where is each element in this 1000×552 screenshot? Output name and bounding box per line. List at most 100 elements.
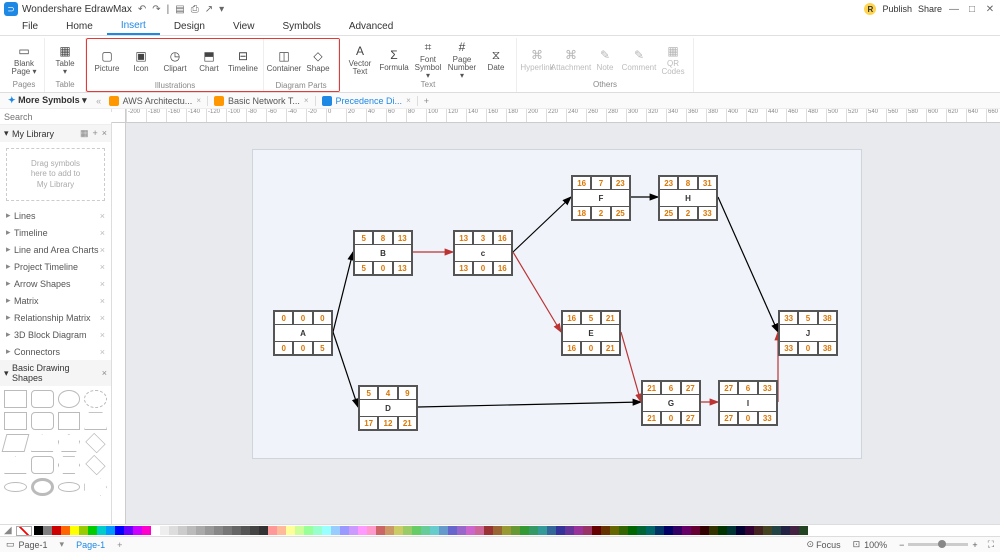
category-close-icon[interactable]: × <box>100 313 105 323</box>
doc-tab[interactable]: AWS Architectu...× <box>103 96 208 106</box>
color-swatch[interactable] <box>484 526 493 535</box>
color-swatch[interactable] <box>565 526 574 535</box>
category-close-icon[interactable]: × <box>100 296 105 306</box>
share-button[interactable]: Share <box>918 4 942 14</box>
tab-close-icon[interactable]: × <box>304 96 309 105</box>
menu-design[interactable]: Design <box>160 19 219 34</box>
search-input[interactable] <box>4 112 121 122</box>
shape-square[interactable] <box>58 412 81 430</box>
edge-A-B[interactable] <box>333 252 353 332</box>
color-swatch[interactable] <box>574 526 583 535</box>
color-swatch[interactable] <box>286 526 295 535</box>
color-swatch[interactable] <box>457 526 466 535</box>
color-swatch[interactable] <box>772 526 781 535</box>
activity-node-C[interactable]: 13316c13016 <box>453 230 513 276</box>
add-tab-button[interactable]: + <box>418 96 435 106</box>
ribbon-formula-button[interactable]: ΣFormula <box>378 38 410 82</box>
color-swatch[interactable] <box>511 526 520 535</box>
color-swatch[interactable] <box>214 526 223 535</box>
ribbon-shape-button[interactable]: ◇Shape <box>302 39 334 83</box>
ribbon-chart-button[interactable]: ⬒Chart <box>193 39 225 83</box>
shape-circle[interactable] <box>58 390 81 408</box>
print-icon[interactable]: ⎙ <box>191 4 199 15</box>
color-swatch[interactable] <box>745 526 754 535</box>
menu-insert[interactable]: Insert <box>107 18 160 35</box>
color-swatch[interactable] <box>403 526 412 535</box>
shape-diamond[interactable] <box>86 433 106 453</box>
menu-home[interactable]: Home <box>52 19 107 34</box>
activity-node-D[interactable]: 549D171221 <box>358 385 418 431</box>
color-swatch[interactable] <box>295 526 304 535</box>
category-close-icon[interactable]: × <box>100 228 105 238</box>
color-swatch[interactable] <box>556 526 565 535</box>
doc-tab[interactable]: Basic Network T...× <box>208 96 316 106</box>
activity-node-F[interactable]: 16723F18225 <box>571 175 631 221</box>
zoom-in-button[interactable]: + <box>972 540 977 550</box>
color-swatch[interactable] <box>61 526 70 535</box>
page-indicator-icon[interactable]: ▭ <box>6 539 15 550</box>
export-icon[interactable]: ↗ <box>205 4 213 15</box>
color-swatch[interactable] <box>700 526 709 535</box>
menu-view[interactable]: View <box>219 19 269 34</box>
qat-more-icon[interactable]: ▾ <box>219 4 224 15</box>
ribbon-font-button[interactable]: ⌗Font Symbol ▾ <box>412 38 444 82</box>
color-swatch[interactable] <box>349 526 358 535</box>
zoom-slider[interactable] <box>908 543 968 546</box>
close-button[interactable]: ✕ <box>984 4 996 15</box>
color-swatch[interactable] <box>178 526 187 535</box>
category-close-icon[interactable]: × <box>100 262 105 272</box>
color-swatch[interactable] <box>313 526 322 535</box>
shape-roundrect[interactable] <box>31 390 54 408</box>
color-swatch[interactable] <box>277 526 286 535</box>
minimize-button[interactable]: — <box>948 4 960 15</box>
tab-close-icon[interactable]: × <box>196 96 201 105</box>
menu-file[interactable]: File <box>8 19 52 34</box>
shape-donut[interactable] <box>31 478 54 496</box>
edge-D-G[interactable] <box>418 402 641 407</box>
category-timeline[interactable]: ▸Timeline× <box>0 224 111 241</box>
activity-node-G[interactable]: 21627G21027 <box>641 380 701 426</box>
doc-tab[interactable]: Precedence Di...× <box>316 96 418 106</box>
category-lines[interactable]: ▸Lines× <box>0 207 111 224</box>
color-swatch[interactable] <box>520 526 529 535</box>
color-swatch[interactable] <box>691 526 700 535</box>
add-page-icon[interactable]: + <box>117 540 122 550</box>
color-swatch[interactable] <box>259 526 268 535</box>
page-label[interactable]: Page-1 <box>19 540 48 550</box>
color-swatch[interactable] <box>754 526 763 535</box>
shape-rect[interactable] <box>4 390 27 408</box>
shape-rect2[interactable] <box>4 412 27 430</box>
page-label2[interactable]: Page-1 <box>76 540 105 550</box>
shape-diamond2[interactable] <box>86 455 106 475</box>
menu-symbols[interactable]: Symbols <box>268 19 334 34</box>
library-dropzone[interactable]: Drag symbols here to add to My Library <box>6 148 105 201</box>
shape-trapezoid[interactable] <box>84 412 107 430</box>
category-matrix[interactable]: ▸Matrix× <box>0 292 111 309</box>
color-swatch[interactable] <box>727 526 736 535</box>
activity-node-H[interactable]: 23831H25233 <box>658 175 718 221</box>
edge-C-E[interactable] <box>513 252 561 332</box>
color-swatch[interactable] <box>106 526 115 535</box>
basic-shapes-header[interactable]: ▾Basic Drawing Shapes × <box>0 360 111 386</box>
lib-close-icon[interactable]: × <box>102 128 107 139</box>
edge-A-D[interactable] <box>333 332 358 407</box>
shape-triangle[interactable] <box>31 434 54 452</box>
color-swatch[interactable] <box>637 526 646 535</box>
ribbon-attachment-button[interactable]: ⌘Attachment <box>555 38 587 82</box>
shape-hex2[interactable] <box>58 456 81 474</box>
color-swatch[interactable] <box>331 526 340 535</box>
color-swatch[interactable] <box>187 526 196 535</box>
ribbon-timeline-button[interactable]: ⊟Timeline <box>227 39 259 83</box>
redo-icon[interactable]: ↷ <box>152 4 160 15</box>
category-relationship-matrix[interactable]: ▸Relationship Matrix× <box>0 309 111 326</box>
color-swatch[interactable] <box>493 526 502 535</box>
category-close-icon[interactable]: × <box>100 330 105 340</box>
color-swatch[interactable] <box>169 526 178 535</box>
shape-tri2[interactable] <box>4 456 27 474</box>
category-close-icon[interactable]: × <box>100 279 105 289</box>
color-swatch[interactable] <box>97 526 106 535</box>
color-swatch[interactable] <box>673 526 682 535</box>
shape-arrow[interactable] <box>84 478 107 496</box>
ribbon-date-button[interactable]: ⧖Date <box>480 38 512 82</box>
ribbon-container-button[interactable]: ◫Container <box>268 39 300 83</box>
